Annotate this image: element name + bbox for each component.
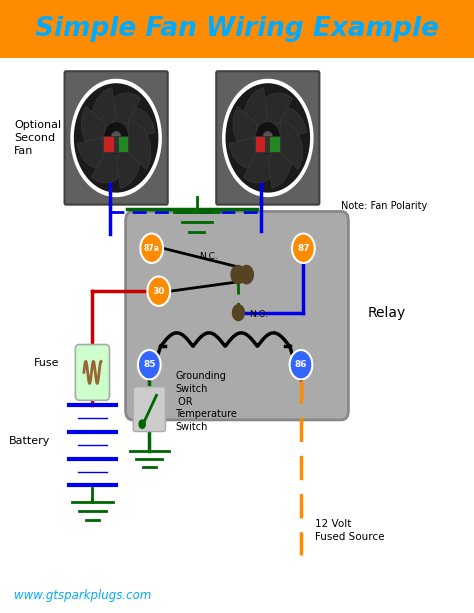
Circle shape [70,78,162,197]
Circle shape [290,350,312,379]
Text: N.O.: N.O. [249,310,268,319]
Wedge shape [255,93,292,124]
FancyBboxPatch shape [216,71,319,205]
Wedge shape [103,93,141,124]
Circle shape [140,234,163,263]
FancyBboxPatch shape [64,71,168,205]
Circle shape [111,131,121,145]
FancyBboxPatch shape [119,137,128,152]
Text: 30: 30 [153,287,165,295]
Text: +: + [100,387,111,400]
FancyBboxPatch shape [102,136,130,153]
Text: Grounding
Switch
 OR
Temperature
Switch: Grounding Switch OR Temperature Switch [175,371,237,432]
Wedge shape [82,106,105,155]
Wedge shape [127,121,151,170]
FancyBboxPatch shape [254,136,282,153]
Text: Relay: Relay [367,306,406,319]
Circle shape [104,122,128,154]
Text: Fuse: Fuse [34,358,59,368]
Wedge shape [116,138,140,188]
Wedge shape [268,138,292,188]
Wedge shape [243,152,281,183]
Wedge shape [116,107,155,138]
FancyBboxPatch shape [133,387,165,432]
Circle shape [138,350,161,379]
Wedge shape [268,107,307,138]
Text: www.gtsparkplugs.com: www.gtsparkplugs.com [14,589,152,603]
Text: Optional
Second
Fan: Optional Second Fan [14,120,61,156]
Text: 12 Volt
Fused Source: 12 Volt Fused Source [315,519,385,542]
Text: Note: Fan Polarity: Note: Fan Polarity [341,201,428,211]
Circle shape [147,276,170,306]
FancyBboxPatch shape [126,211,348,420]
Circle shape [74,83,158,192]
FancyBboxPatch shape [75,345,109,400]
Text: 87a: 87a [144,244,160,253]
Circle shape [255,122,280,154]
Circle shape [263,131,273,145]
Wedge shape [279,121,302,170]
Text: N.C.: N.C. [199,252,218,261]
FancyBboxPatch shape [104,137,113,152]
FancyBboxPatch shape [0,0,474,58]
FancyBboxPatch shape [255,137,265,152]
Wedge shape [239,265,254,284]
Wedge shape [229,138,268,169]
FancyBboxPatch shape [271,137,280,152]
Circle shape [222,78,314,197]
Wedge shape [230,265,246,284]
Wedge shape [77,138,116,169]
Wedge shape [92,88,116,138]
Text: 86: 86 [295,360,307,369]
Wedge shape [91,152,129,183]
Text: Simple Fan Wiring Example: Simple Fan Wiring Example [35,17,439,42]
Text: 85: 85 [143,360,155,369]
Text: 87: 87 [297,244,310,253]
Wedge shape [232,304,245,321]
Circle shape [226,83,310,192]
Circle shape [292,234,315,263]
Wedge shape [233,106,257,155]
Circle shape [138,419,146,429]
Text: Battery: Battery [9,436,50,446]
Wedge shape [244,88,268,138]
